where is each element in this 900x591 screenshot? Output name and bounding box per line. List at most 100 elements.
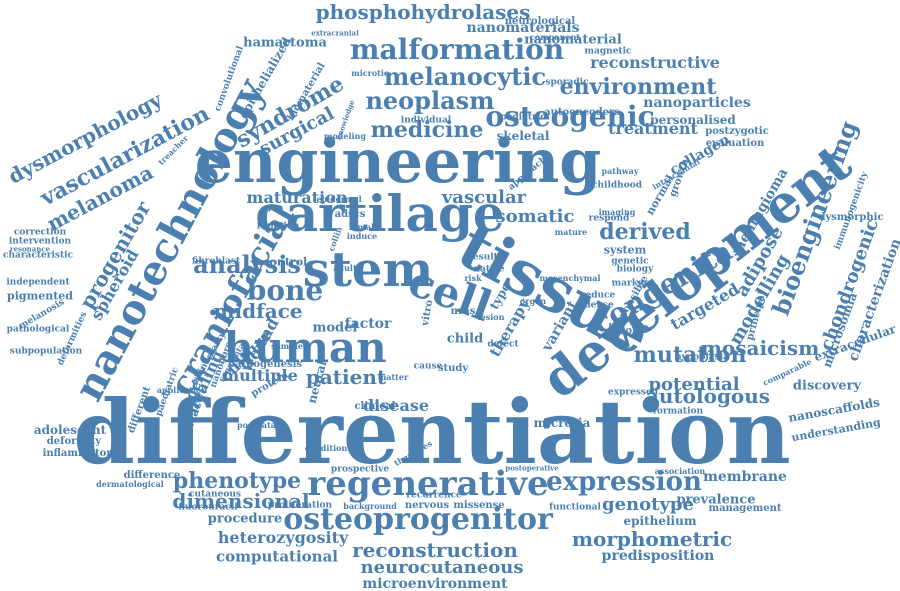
- word-postoperative: postoperative: [505, 463, 559, 473]
- word-evaluation: evaluation: [705, 138, 765, 149]
- word-dense: dense: [584, 300, 614, 311]
- word-mutation: mutation: [633, 342, 747, 368]
- word-function: function: [256, 221, 300, 232]
- word-proliferation: proliferation: [267, 500, 333, 511]
- word-mesenchymal: mesenchymal: [539, 273, 601, 283]
- word-adult: adult: [333, 263, 357, 273]
- word-postzygotic: postzygotic: [705, 126, 769, 137]
- word-inflammatory: inflammatory: [42, 448, 118, 459]
- word-sample: sample: [271, 341, 303, 351]
- word-mature: mature: [554, 227, 588, 237]
- word-pathway: pathway: [601, 166, 639, 176]
- word-model: model: [312, 320, 358, 336]
- word-cartilage: cartilage: [255, 184, 505, 243]
- word-microtia: microtia: [533, 416, 591, 430]
- word-neurological: neurological: [504, 16, 576, 27]
- word-morphometric: morphometric: [571, 527, 733, 551]
- word-difference: difference: [123, 470, 181, 481]
- word-study: study: [437, 363, 469, 374]
- word-resonance: resonance: [9, 244, 51, 254]
- word-independent: independent: [6, 277, 70, 288]
- word-nanomaterial: nanomaterial: [524, 32, 622, 48]
- word-fibroblast: fibroblast: [191, 256, 241, 267]
- word-female: female: [348, 222, 380, 232]
- word-heterozygosity: heterozygosity: [217, 528, 349, 547]
- word-environment: environment: [559, 74, 717, 100]
- word-intervention: intervention: [8, 236, 72, 247]
- word-reconstructive: reconstructive: [590, 53, 720, 72]
- word-characteristic: characteristic: [2, 250, 74, 261]
- word-osteogenic: osteogenic: [485, 100, 655, 133]
- word-vitro: vitro: [419, 299, 436, 327]
- word-management: management: [708, 503, 782, 514]
- word-differentiation: differentiation: [73, 380, 791, 484]
- word-phosphohydrolases: phosphohydrolases: [315, 0, 531, 24]
- word-multiple: multiple: [222, 366, 298, 385]
- word-potential: potential: [648, 374, 740, 395]
- word-extracranial: extracranial: [311, 28, 359, 38]
- word-membrane: membrane: [703, 469, 787, 485]
- word-epithelium: epithelium: [623, 514, 697, 528]
- word-expression: expression: [546, 467, 702, 497]
- word-modeling: modeling: [324, 131, 366, 141]
- word-result: result: [468, 252, 498, 263]
- word-neurocutaneous: neurocutaneous: [360, 557, 524, 578]
- word-disease: disease: [362, 396, 430, 415]
- word-background: background: [343, 501, 397, 511]
- word-reconstruction: reconstruction: [352, 538, 518, 562]
- word-defect: defect: [487, 339, 519, 350]
- word-regenerative: regenerative: [307, 464, 549, 504]
- word-child: child: [446, 331, 484, 347]
- word-nervous: nervous: [404, 500, 450, 511]
- word-microenvironment: microenvironment: [362, 576, 508, 591]
- word-lesion: lesion: [477, 312, 505, 322]
- word-adscs: adscs: [334, 209, 366, 220]
- word-magnetic: magnetic: [584, 46, 632, 57]
- word-condition: condition: [304, 443, 348, 453]
- word-cause: cause: [413, 361, 443, 372]
- word-computational: computational: [215, 547, 339, 566]
- word-cutaneous: cutaneous: [189, 489, 241, 500]
- word-fluorouracil: fluorouracil: [178, 502, 238, 513]
- word-prevalence: prevalence: [676, 492, 756, 508]
- word-melanocytic: melanocytic: [383, 62, 547, 91]
- word-control: control: [262, 255, 308, 269]
- word-bone: bone: [246, 274, 324, 307]
- word-hypoplasia: hypoplasia: [675, 352, 729, 363]
- word-association: association: [654, 466, 706, 476]
- word-recurrence: recurrence: [406, 490, 462, 501]
- word-genetic: genetic: [611, 256, 649, 267]
- word-nanoparticles: nanoparticles: [643, 95, 751, 111]
- word-hamartoma: hamartoma: [243, 35, 327, 51]
- word-nanomaterials: nanomaterials: [466, 20, 580, 36]
- word-clinical: clinical: [354, 401, 396, 412]
- word-component: component: [529, 32, 581, 42]
- word-osteoprogenitor: osteoprogenitor: [283, 502, 553, 537]
- word-formation: formation: [652, 406, 704, 417]
- word-epidermal: epidermal: [316, 194, 362, 204]
- word-genotype: genotype: [602, 494, 694, 515]
- word-dimensional: dimensional: [172, 489, 310, 513]
- word-pediatric: pediatric: [500, 112, 546, 123]
- word-biology: biology: [616, 264, 654, 275]
- word-pigmented: pigmented: [7, 289, 73, 303]
- word-factor: factor: [344, 316, 392, 332]
- word-personalised: personalised: [650, 113, 736, 127]
- word-analysis: analysis: [193, 250, 301, 279]
- word-medicine: medicine: [370, 117, 484, 143]
- word-system: system: [603, 243, 647, 257]
- word-individual: individual: [400, 115, 452, 126]
- word-expressed: expressed: [607, 387, 659, 398]
- word-maturation: maturation: [246, 188, 348, 207]
- word-mosaicism: mosaicism: [700, 336, 820, 360]
- word-autoencoders: autoencoders: [544, 107, 620, 118]
- word-organ: organ: [519, 296, 547, 306]
- word-application: application: [156, 385, 208, 395]
- word-treatment: treatment: [608, 119, 698, 138]
- word-native: native: [473, 264, 505, 275]
- word-pathogenesis: pathogenesis: [227, 359, 303, 370]
- word-somatic: somatic: [495, 206, 575, 227]
- word-microtic: microtic: [351, 68, 389, 78]
- word-skeletal: skeletal: [496, 129, 550, 143]
